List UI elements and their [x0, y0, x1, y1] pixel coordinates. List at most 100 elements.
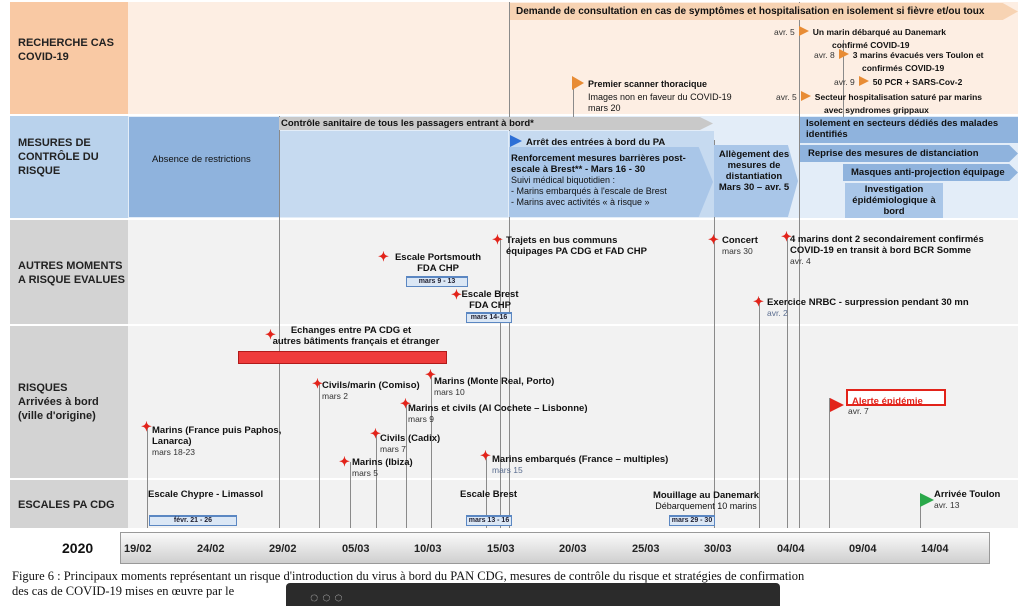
axis-tick: 29/02 — [269, 543, 297, 555]
comiso-text: Civils/marin (Comiso) — [322, 380, 420, 391]
comiso-date: mars 2 — [322, 391, 348, 401]
figure-caption: Figure 6 : Principaux moments représenta… — [12, 569, 1012, 599]
investigation-l3: bord — [883, 206, 905, 217]
event-line — [799, 2, 800, 528]
no-restrictions-text: Absence de restrictions — [152, 154, 251, 165]
event-text: 50 PCR + SARS-Cov-2 — [872, 77, 963, 87]
toulon-text: Arrivée Toulon — [934, 489, 1001, 500]
investigation-l2: épidémiologique à — [852, 195, 936, 206]
brest-escale-date-box: mars 13 - 16 — [466, 515, 512, 526]
row-label-risks-l2: Arrivées à bord — [18, 396, 99, 408]
toolbar-dots-icon[interactable]: ◌ ◌ ◌ — [310, 589, 343, 605]
row-label-covid: RECHERCHE CAS COVID-19 — [18, 37, 114, 63]
alleviation-block — [714, 145, 798, 217]
axis-tick: 14/04 — [921, 543, 949, 555]
isolation-text: Isolement en secteurs dédiés des malades… — [806, 118, 998, 140]
chypre-date-box: févr. 21 - 26 — [149, 515, 237, 526]
axis-tick: 04/04 — [777, 543, 805, 555]
alert-epidemic: Alerte épidémie avr. 7 — [846, 389, 946, 416]
four-l2: COVID-19 en transit à bord BCR Somme — [790, 245, 972, 256]
event-text: Secteur hospitalisation saturé par marin… — [814, 92, 983, 102]
event-star-icon: ✦ — [451, 287, 462, 302]
row-label-risks-l1: RISQUES — [18, 382, 68, 394]
event-date: avr. 8 — [814, 50, 835, 60]
event-date: mars 20 — [588, 103, 621, 113]
reprise-text: Reprise des mesures de distanciation — [808, 148, 979, 159]
event-line — [486, 456, 487, 528]
exchanges-l2: autres bâtiments français et étranger — [272, 336, 440, 347]
event-line — [759, 298, 760, 528]
multiples-text: Marins embarqués (France – multiples) — [492, 454, 669, 465]
reinforcement-arrow — [509, 147, 713, 217]
alert-text: Alerte épidémie — [852, 396, 923, 407]
alleviation-l3: distantiation — [725, 171, 783, 182]
risk-paphos: Marins (France puis Paphos, Lanarca) mar… — [152, 425, 281, 457]
nrbc-text: Exercice NRBC - surpression pendant 30 m… — [767, 297, 969, 308]
alleviation-l1: Allègement des — [718, 149, 790, 160]
row-covid-label-cell — [10, 2, 128, 114]
alert-box: Alerte épidémie — [846, 389, 946, 407]
moment-brest: Escale Brest FDA CHP — [461, 289, 519, 311]
event-text-l2: Images non en faveur du COVID-19 — [588, 92, 732, 102]
reinforcement-l2: escale à Brest** - Mars 16 - 30 — [511, 164, 646, 175]
row-label-moments: AUTRES MOMENTS A RISQUE EVALUES — [18, 260, 125, 286]
cadix-text: Civils (Cadix) — [380, 433, 441, 444]
symptom-consultation-banner: Demande de consultation en cas de symptô… — [510, 3, 1018, 20]
event-line — [500, 238, 501, 528]
event-line — [406, 404, 407, 528]
danemark-l2: Débarquement 10 marins — [655, 501, 757, 511]
event-line — [279, 116, 280, 528]
four-date: avr. 4 — [790, 256, 811, 266]
event-line — [431, 375, 432, 528]
covid-event-scanner: Premier scanner thoracique Images non en… — [572, 74, 732, 114]
stop-entries-marker: Arrêt des entrées à bord du PA — [510, 132, 665, 150]
ibiza-text: Marins (Ibiza) — [352, 457, 413, 468]
event-star-icon: ✦ — [265, 327, 276, 342]
exchanges-red-bar — [238, 351, 447, 364]
bus-l1: Trajets en bus communs — [506, 235, 618, 246]
event-line — [376, 434, 377, 528]
event-date: avr. 5 — [776, 92, 797, 102]
axis-tick: 30/03 — [704, 543, 732, 555]
event-star-icon: ✦ — [480, 448, 491, 463]
moment-concert: Concert mars 30 — [722, 235, 758, 256]
portsmouth-l2: FDA CHP — [417, 263, 459, 274]
brest-l2: FDA CHP — [469, 300, 511, 311]
triangle-marker-icon — [800, 90, 811, 101]
event-text: 3 marins évacués vers Toulon et — [852, 50, 984, 60]
symptom-consultation-text: Demande de consultation en cas de symptô… — [516, 6, 985, 17]
investigation-l1: Investigation — [864, 184, 924, 195]
axis-tick: 20/03 — [559, 543, 587, 555]
reinforcement-l3: Suivi médical biquotidien : — [511, 175, 616, 185]
brest-date-box: mars 14-16 — [466, 312, 512, 323]
ibiza-date: mars 5 — [352, 468, 378, 478]
triangle-blue-icon — [510, 134, 522, 147]
axis-tick: 10/03 — [414, 543, 442, 555]
alleviation-text: Allègement des mesures de distantiation … — [714, 149, 794, 193]
isolation-l2: identifiés — [806, 129, 848, 140]
no-restrictions-block — [129, 117, 279, 217]
masques-bar — [843, 164, 1018, 181]
portsmouth-l1: Escale Portsmouth — [394, 252, 482, 263]
row-control-label-cell — [10, 116, 128, 218]
timeline-axis-bar — [120, 532, 990, 564]
investigation-block — [845, 183, 943, 218]
covid-event-pcr: avr. 9 50 PCR + SARS-Cov-2 — [834, 72, 962, 90]
event-star-icon: ✦ — [781, 229, 792, 244]
viewer-toolbar[interactable] — [286, 583, 780, 606]
event-line — [714, 140, 715, 528]
escale-brest: Escale Brest — [460, 489, 518, 500]
concert-text: Concert — [722, 235, 758, 246]
masques-text: Masques anti-projection équipage — [851, 167, 1005, 178]
toulon-date: avr. 13 — [934, 500, 960, 510]
event-line — [147, 428, 148, 528]
sanitary-control-text: Contrôle sanitaire de tous les passagers… — [281, 118, 534, 129]
reinforcement-l1: Renforcement mesures barrières post- — [511, 153, 686, 164]
axis-tick: 09/04 — [849, 543, 877, 555]
reinforcement-l4: - Marins embarqués à l'escale de Brest — [511, 186, 667, 196]
al-cochete-text: Marins et civils (Al Cochete – Lisbonne) — [408, 403, 588, 414]
event-line — [350, 462, 351, 528]
reprise-bar — [800, 145, 1018, 162]
event-text-l2: confirmés COVID-19 — [862, 63, 945, 73]
event-star-icon: ✦ — [378, 249, 389, 264]
